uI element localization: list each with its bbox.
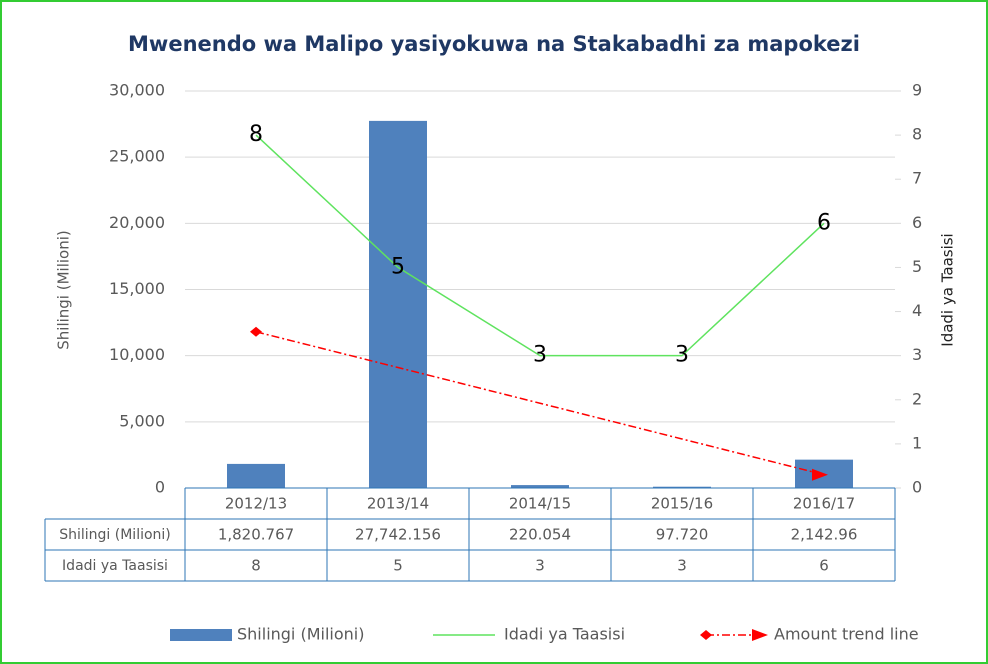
- legend-label: Shilingi (Milioni): [237, 625, 364, 644]
- y-tick-label: 20,000: [109, 213, 165, 232]
- trend-start-marker: [250, 326, 262, 337]
- table-cell: 3: [535, 557, 545, 575]
- data-label: 6: [817, 210, 831, 235]
- y-axis-title: Shilingi (Milioni): [55, 230, 73, 350]
- table-cell: 6: [819, 557, 829, 575]
- legend-marker: [700, 630, 712, 640]
- table-cell: 97.720: [656, 526, 709, 544]
- y2-tick-label: 5: [912, 257, 922, 276]
- x-tick-label: 2015/16: [651, 495, 713, 513]
- y2-tick-label: 8: [912, 125, 922, 144]
- data-label: 3: [675, 343, 689, 368]
- legend-swatch: [170, 629, 232, 641]
- data-label: 5: [391, 254, 405, 279]
- bar: [369, 120, 427, 489]
- legend-marker: [752, 629, 768, 641]
- y2-tick-label: 3: [912, 345, 922, 364]
- data-label: 8: [249, 122, 263, 147]
- x-tick-label: 2014/15: [509, 495, 571, 513]
- table-row-label: Idadi ya Taasisi: [62, 558, 168, 574]
- x-tick-label: 2013/14: [367, 495, 429, 513]
- table-cell: 27,742.156: [355, 526, 441, 544]
- line: [255, 331, 825, 476]
- y2-tick-label: 9: [912, 81, 922, 100]
- table-row-label: Shilingi (Milioni): [59, 527, 171, 543]
- y2-tick-label: 6: [912, 213, 922, 232]
- y2-tick-label: 2: [912, 389, 922, 408]
- table-cell: 2,142.96: [791, 526, 858, 544]
- table-cell: 8: [251, 557, 261, 575]
- data-label: 3: [533, 343, 547, 368]
- x-tick-label: 2016/17: [793, 495, 855, 513]
- bar: [227, 463, 285, 488]
- y-tick-label: 30,000: [109, 81, 165, 100]
- bar: [511, 485, 569, 488]
- y-tick-label: 10,000: [109, 345, 165, 364]
- table-cell: 5: [393, 557, 403, 575]
- line: [255, 134, 825, 357]
- trend-arrow: [812, 468, 828, 481]
- legend-label: Idadi ya Taasisi: [504, 625, 625, 644]
- y2-tick-label: 4: [912, 301, 922, 320]
- x-tick-label: 2012/13: [225, 495, 287, 513]
- table-cell: 3: [677, 557, 687, 575]
- y2-tick-label: 1: [912, 433, 922, 452]
- y-tick-label: 0: [155, 478, 165, 497]
- y2-tick-label: 0: [912, 478, 922, 497]
- table-cell: 1,820.767: [218, 526, 294, 544]
- bar: [653, 486, 711, 488]
- y-tick-label: 15,000: [109, 279, 165, 298]
- y2-axis-title: Idadi ya Taasisi: [939, 233, 957, 346]
- chart-title: Mwenendo wa Malipo yasiyokuwa na Stakaba…: [128, 32, 860, 56]
- legend-label: Amount trend line: [774, 625, 919, 644]
- table-cell: 220.054: [509, 526, 571, 544]
- y-tick-label: 25,000: [109, 147, 165, 166]
- y-tick-label: 5,000: [119, 411, 165, 430]
- y2-tick-label: 7: [912, 169, 922, 188]
